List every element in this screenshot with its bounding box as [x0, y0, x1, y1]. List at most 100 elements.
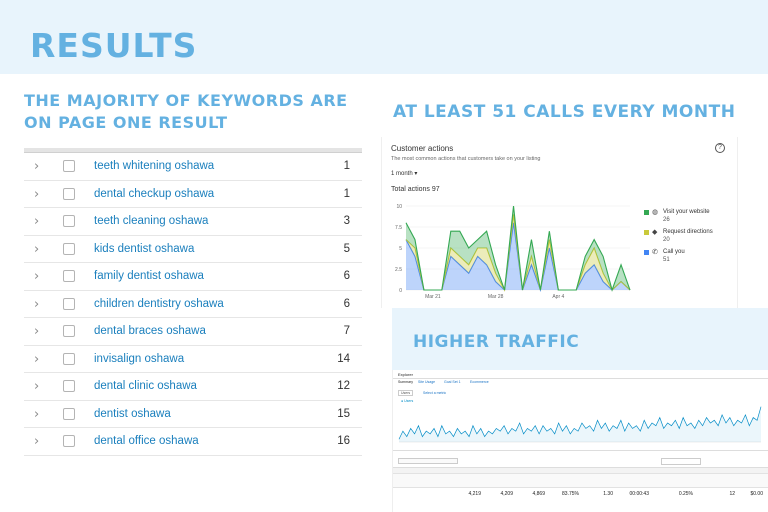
chevron-right-icon[interactable]: › [34, 379, 40, 394]
keyword-position: 12 [337, 380, 350, 392]
subtab-goal-set-1[interactable]: Goal Set 1 [444, 380, 461, 384]
keyword-position: 1 [343, 160, 350, 172]
chevron-right-icon[interactable]: › [34, 186, 40, 202]
keyword-link[interactable]: teeth whitening oshawa [94, 160, 215, 172]
keyword-position: 14 [337, 352, 350, 365]
legend-swatch [644, 250, 649, 255]
metric-select[interactable]: Users [398, 390, 414, 396]
keyword-link[interactable]: teeth cleaning oshawa [94, 215, 209, 227]
users-legend-label: Users [404, 399, 414, 403]
directions-icon: ◆ [652, 229, 658, 236]
table-header [24, 148, 362, 153]
keyword-link[interactable]: dental clinic oshawa [94, 380, 197, 392]
metric-compare-link[interactable]: Select a metric [423, 391, 447, 395]
table-row[interactable]: › dentist oshawa 15 [24, 401, 362, 428]
chevron-right-icon[interactable]: › [34, 269, 40, 284]
table-row[interactable]: › dental checkup oshawa 1 [24, 181, 362, 208]
total-value: 4,209 [500, 491, 513, 497]
table-row[interactable]: › invisalign oshawa 14 [24, 346, 362, 373]
row-checkbox[interactable] [63, 352, 75, 365]
chevron-right-icon[interactable]: › [34, 296, 40, 312]
keyword-link[interactable]: kids dentist oshawa [94, 242, 195, 255]
x-tick-label: Mar 21 [425, 294, 441, 300]
legend-value: 51 [663, 257, 670, 263]
chevron-right-icon[interactable]: › [34, 324, 40, 339]
help-icon[interactable]: ? [715, 143, 725, 153]
row-checkbox[interactable] [63, 435, 75, 447]
keyword-position: 1 [343, 187, 350, 200]
table-row[interactable]: › kids dentist oshawa 5 [24, 236, 362, 263]
keyword-link[interactable]: invisalign oshawa [94, 352, 185, 365]
series-line [405, 205, 631, 292]
keywords-heading-line-2: ON PAGE ONE RESULT [24, 113, 228, 132]
keyword-link[interactable]: dental checkup oshawa [94, 187, 215, 200]
y-tick-label: 10 [396, 204, 402, 210]
total-value: 4,869 [532, 491, 545, 497]
y-tick-label: 7.5 [395, 225, 402, 231]
row-checkbox[interactable] [63, 242, 75, 255]
chevron-right-icon[interactable]: › [34, 241, 40, 257]
search-input[interactable] [661, 458, 701, 465]
keyword-link[interactable]: dental office oshawa [94, 435, 199, 447]
globe-icon: ◍ [652, 209, 659, 216]
chevron-right-icon[interactable]: › [34, 159, 40, 174]
total-value: 83.75% [562, 491, 579, 497]
customer-actions-panel: Customer actions The most common actions… [381, 137, 738, 308]
table-row[interactable]: › dental clinic oshawa 12 [24, 373, 362, 401]
row-checkbox[interactable] [63, 297, 75, 310]
legend-label: Request directions [663, 229, 713, 235]
row-checkbox[interactable] [63, 215, 75, 227]
row-checkbox[interactable] [63, 325, 75, 337]
dimension-select[interactable] [398, 458, 458, 464]
table-row[interactable]: › teeth whitening oshawa 1 [24, 153, 362, 181]
chevron-right-icon[interactable]: › [34, 214, 40, 229]
calls-heading: AT LEAST 51 CALLS EVERY MONTH [393, 102, 736, 122]
x-tick-label: Mar 28 [488, 294, 504, 300]
chevron-right-icon[interactable]: › [34, 434, 40, 449]
table-row[interactable]: › family dentist oshawa 6 [24, 263, 362, 291]
results-banner: RESULTS [0, 0, 768, 74]
period-dropdown[interactable]: 1 month ▾ [391, 170, 417, 177]
divider [393, 450, 768, 451]
total-value: 1.30 [603, 491, 613, 497]
row-checkbox[interactable] [63, 160, 75, 172]
subtab-summary[interactable]: Summary [398, 380, 413, 384]
keyword-link[interactable]: family dentist oshawa [94, 270, 204, 282]
keyword-link[interactable]: dental braces oshawa [94, 325, 206, 337]
x-tick-label: Apr 4 [552, 294, 564, 300]
table-row[interactable]: › teeth cleaning oshawa 3 [24, 208, 362, 236]
total-value: 12 [729, 491, 735, 497]
keywords-heading-line-1: THE MAJORITY OF KEYWORDS ARE [24, 91, 348, 110]
traffic-heading-strip [392, 308, 768, 370]
chevron-right-icon[interactable]: › [34, 351, 40, 367]
row-checkbox[interactable] [63, 187, 75, 200]
chevron-right-icon[interactable]: › [34, 406, 40, 422]
keyword-link[interactable]: dentist oshawa [94, 407, 171, 420]
total-value: 0.25% [678, 491, 693, 497]
legend-swatch [644, 210, 649, 215]
explorer-tab[interactable]: Explorer [398, 372, 413, 377]
results-title: RESULTS [30, 26, 198, 65]
customer-actions-title: Customer actions [391, 144, 454, 153]
table-row[interactable]: › dental braces oshawa 7 [24, 318, 362, 346]
period-value: 1 month [391, 171, 413, 177]
keyword-link[interactable]: children dentistry oshawa [94, 297, 224, 310]
subtab-site-usage[interactable]: Site Usage [418, 380, 436, 384]
row-checkbox[interactable] [63, 380, 75, 392]
y-tick-label: 2.5 [395, 267, 402, 273]
row-checkbox[interactable] [63, 270, 75, 282]
phone-icon: ✆ [652, 249, 658, 256]
row-checkbox[interactable] [63, 407, 75, 420]
total-value: 00:00:43 [629, 491, 649, 497]
legend-label: Call you [663, 249, 685, 255]
table-row[interactable]: › dental office oshawa 16 [24, 428, 362, 456]
table-row[interactable]: › children dentistry oshawa 6 [24, 291, 362, 318]
total-actions: Total actions 97 [391, 186, 440, 193]
keyword-position: 16 [337, 435, 350, 447]
series-area [399, 406, 761, 442]
subtab-ecommerce[interactable]: Ecommerce [470, 380, 489, 384]
keyword-ranking-table: › teeth whitening oshawa 1 › dental checkup … [24, 148, 362, 458]
y-tick-label: 5 [399, 246, 402, 252]
users-line-chart [398, 406, 762, 443]
total-value: $0.00 [750, 491, 763, 497]
